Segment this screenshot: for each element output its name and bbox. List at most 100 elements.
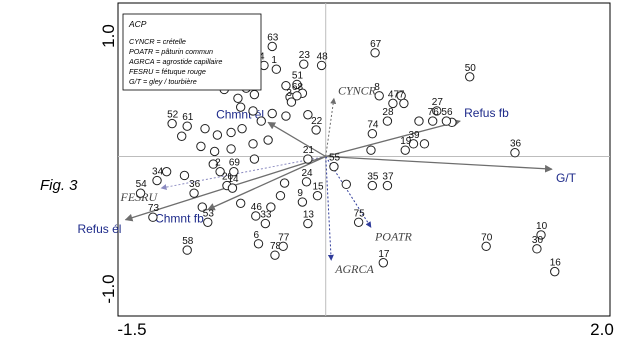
data-point-label: 23	[299, 50, 311, 61]
vector-label-cyncr: CYNCR	[338, 83, 377, 97]
data-point-unlabeled	[281, 111, 291, 121]
data-point-label: 52	[167, 110, 179, 121]
data-point-label: 74	[367, 120, 379, 131]
data-point-label: 13	[303, 210, 315, 221]
data-point-unlabeled	[248, 139, 258, 149]
data-point-unlabeled	[200, 123, 210, 134]
data-point-label: 15	[312, 182, 324, 193]
data-point-unlabeled	[263, 135, 273, 145]
data-point	[311, 125, 321, 135]
vector-label-refus-fb: Refus fb	[464, 106, 509, 120]
data-point-unlabeled	[248, 106, 258, 116]
data-point-unlabeled	[275, 191, 286, 201]
data-point-label: 76	[428, 107, 440, 118]
data-point-unlabeled	[233, 93, 243, 104]
data-point-unlabeled	[237, 123, 247, 134]
data-point-label: 39	[408, 130, 420, 141]
data-point-label: 55	[329, 153, 341, 164]
data-point	[227, 183, 238, 193]
vector-label-refus-l: Refus él	[77, 222, 121, 236]
data-point-unlabeled	[266, 202, 276, 212]
data-point-unlabeled	[226, 144, 236, 154]
data-point	[260, 218, 271, 229]
vector-arrow-agrca	[325, 156, 334, 261]
vector-label-poatr: POATR	[374, 229, 413, 243]
data-point-label: 3	[286, 88, 292, 99]
data-point	[367, 129, 378, 139]
data-point	[481, 241, 491, 252]
data-point-label: 75	[354, 208, 366, 219]
data-point	[370, 48, 380, 58]
data-point	[292, 79, 302, 90]
legend-title: ACP	[128, 19, 147, 29]
data-point-label: 16	[550, 258, 562, 269]
legend-line-fesru: FESRU = fétuque rouge	[129, 67, 206, 76]
data-point-label: 4	[259, 51, 265, 62]
data-point	[297, 197, 308, 207]
data-point	[400, 145, 410, 155]
x-tick-label-max: 2.0	[590, 320, 614, 338]
data-point	[189, 188, 199, 198]
legend-line-cyncr: CYNCR = crételle	[129, 37, 186, 46]
data-point-label: 47	[388, 89, 400, 100]
plot-frame	[117, 2, 611, 317]
data-point	[465, 72, 475, 82]
data-point	[135, 188, 146, 198]
data-point	[292, 91, 302, 101]
data-point-label: 56	[441, 107, 453, 118]
legend-frame	[122, 13, 262, 91]
data-point	[299, 59, 309, 69]
data-point	[441, 116, 452, 126]
plot-area	[117, 2, 611, 317]
vector-arrow-g-t	[325, 155, 553, 173]
data-point-label: 28	[382, 107, 394, 118]
data-point-label: 73	[148, 203, 160, 214]
data-point	[148, 212, 158, 222]
y-tick-label-min: -1.0	[99, 274, 118, 303]
data-point-label: 50	[465, 63, 477, 74]
data-point-unlabeled	[256, 116, 266, 126]
data-point-label: 22	[311, 116, 323, 127]
data-point	[303, 154, 313, 164]
data-point-label: 46	[251, 202, 263, 213]
data-point	[382, 180, 393, 191]
data-point	[536, 230, 546, 240]
data-point-label: 63	[267, 32, 279, 43]
data-point	[353, 217, 364, 227]
data-point-unlabeled	[279, 178, 290, 188]
data-point	[286, 97, 297, 107]
vector-arrow-chmnt-l	[267, 121, 327, 158]
figure-label: Fig. 3	[40, 177, 78, 194]
data-point-unlabeled	[281, 80, 291, 91]
data-point	[388, 98, 398, 109]
data-point-label: 61	[182, 112, 194, 123]
data-point-label: 9	[297, 188, 303, 199]
data-point-label: 53	[203, 208, 215, 219]
data-point	[271, 64, 282, 74]
data-point-unlabeled	[303, 110, 313, 120]
vector-arrow-refus-fb	[325, 119, 461, 158]
data-point	[215, 166, 225, 177]
data-point-unlabeled	[249, 154, 260, 164]
data-point-label: 36	[189, 179, 201, 190]
data-point	[408, 139, 419, 149]
vector-label-g-t: G/T	[556, 171, 577, 185]
data-point	[399, 98, 409, 109]
data-point	[367, 180, 378, 191]
legend-line-poatr: POATR = pâturin commun	[129, 47, 213, 56]
data-point	[510, 148, 520, 158]
data-point-unlabeled	[197, 202, 207, 212]
vector-arrow-chmnt-fb	[207, 155, 326, 211]
data-point-unlabeled	[208, 159, 218, 169]
data-point-unlabeled	[235, 102, 246, 112]
x-tick-label-min: -1.5	[117, 320, 146, 338]
data-point-label: 8	[374, 82, 380, 93]
data-point-unlabeled	[177, 131, 187, 141]
data-point-label: 24	[302, 168, 314, 179]
data-point	[182, 121, 192, 131]
data-point	[432, 106, 442, 116]
data-point	[267, 41, 277, 52]
data-point-label: 19	[400, 136, 412, 147]
data-point-label: 51	[292, 70, 304, 81]
